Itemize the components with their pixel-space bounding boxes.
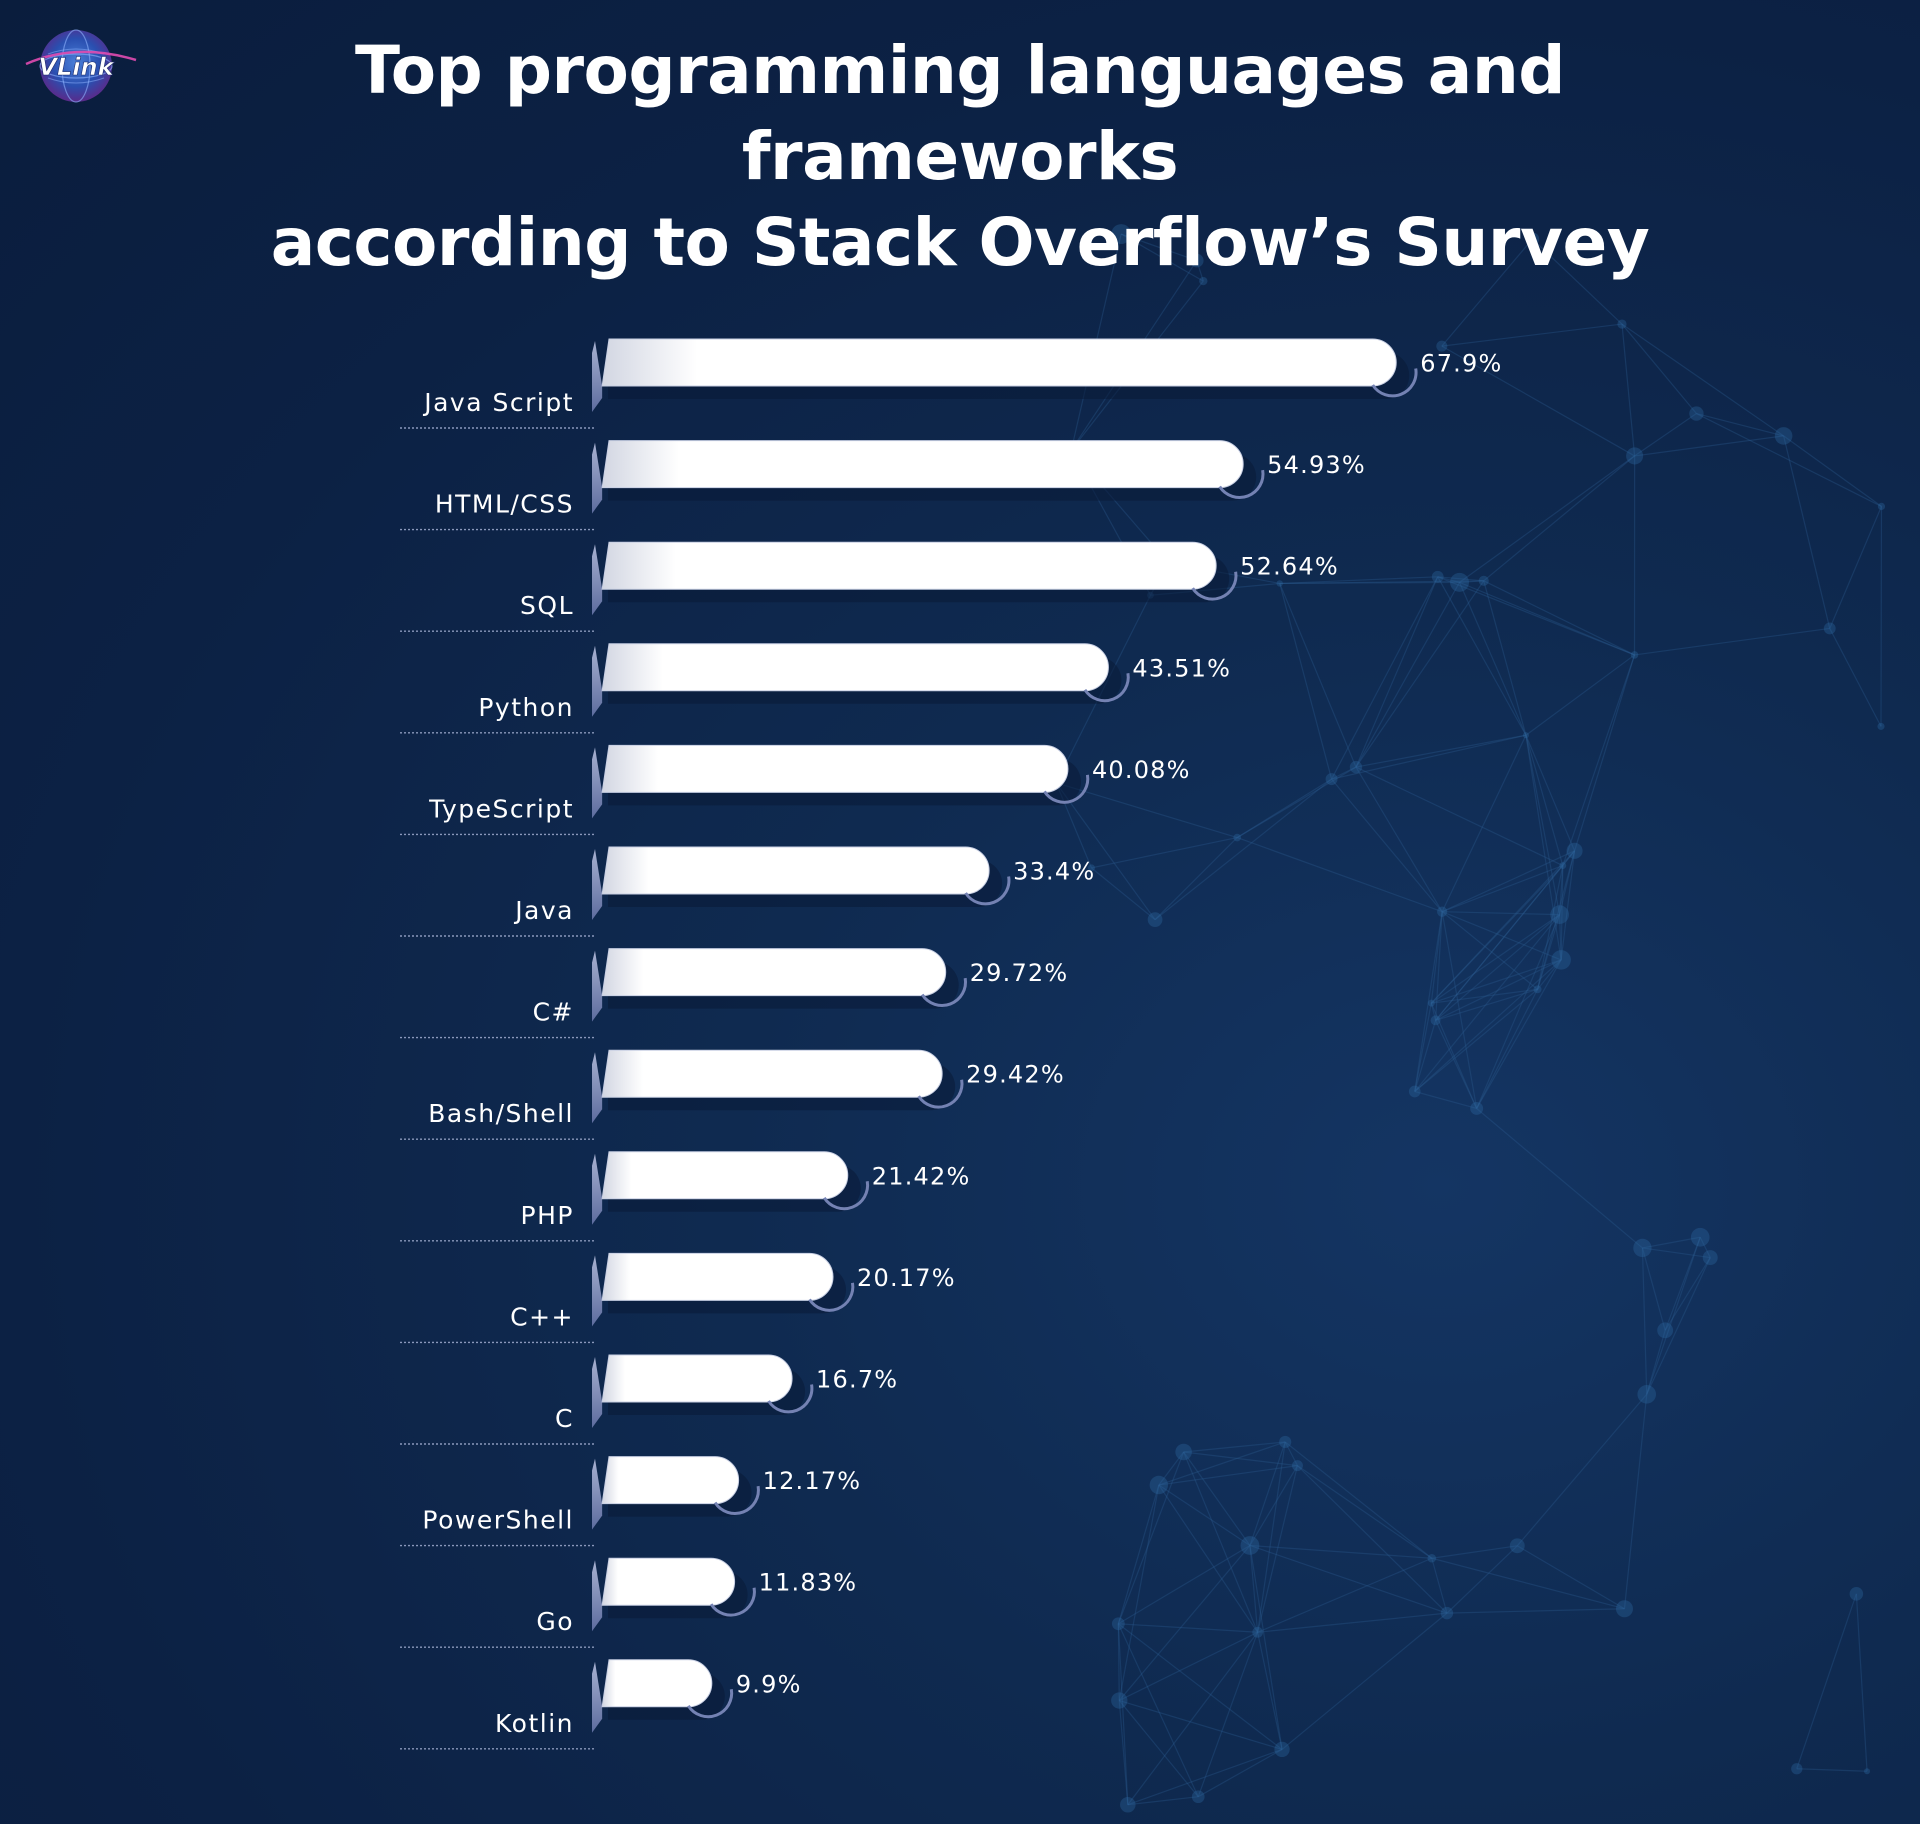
bar-edge-html-css <box>1218 469 1265 499</box>
bar-edge-kotlin <box>687 1689 734 1719</box>
bar-edge-java <box>964 876 1011 906</box>
bar-edge-powershell <box>713 1485 760 1515</box>
category-label-c: C <box>555 1404 574 1433</box>
bar-edge-php <box>822 1181 870 1211</box>
bar-java-script <box>601 338 1397 387</box>
bar-edge-go <box>709 1587 756 1617</box>
value-label-php: 21.42% <box>872 1162 971 1190</box>
bar-python <box>601 643 1109 692</box>
bar-php <box>601 1151 849 1200</box>
bar-sql <box>601 541 1217 590</box>
value-label-c: 16.7% <box>816 1366 898 1394</box>
bar-fold-go <box>592 1560 603 1632</box>
category-label-typescript: TypeScript <box>428 794 574 823</box>
bar-fold-c-plus-plus <box>592 1255 603 1327</box>
bar-fold-bash-shell <box>592 1052 603 1124</box>
bar-edge-typescript <box>1043 774 1090 804</box>
category-label-bash-shell: Bash/Shell <box>428 1099 574 1128</box>
value-label-html-css: 54.93% <box>1267 451 1366 479</box>
bar-edge-sql <box>1191 571 1238 601</box>
bar-edge-bash-shell <box>917 1079 964 1109</box>
value-label-c-sharp: 29.72% <box>970 959 1069 987</box>
chart-title: Top programming languages and frameworks… <box>150 28 1770 286</box>
chart-title-line-2: according to Stack Overflow’s Survey <box>270 204 1650 281</box>
category-label-python: Python <box>478 693 574 722</box>
vlink-logo: VLink <box>18 24 138 108</box>
bar-go <box>601 1557 736 1606</box>
value-label-c-plus-plus: 20.17% <box>857 1264 956 1292</box>
value-label-powershell: 12.17% <box>763 1467 862 1495</box>
value-label-go: 11.83% <box>759 1569 858 1597</box>
bar-edge-c-plus-plus <box>808 1282 855 1312</box>
value-label-typescript: 40.08% <box>1092 756 1191 784</box>
bar-edge-c <box>767 1384 814 1414</box>
bar-bash-shell <box>601 1049 943 1098</box>
bar-fold-java <box>592 849 603 920</box>
bar-c-sharp <box>601 948 947 997</box>
value-label-kotlin: 9.9% <box>736 1670 802 1698</box>
bar-edge-c-sharp <box>920 977 968 1007</box>
bar-c <box>601 1354 793 1403</box>
value-label-java: 33.4% <box>1013 858 1095 886</box>
bar-c-plus-plus <box>601 1252 834 1301</box>
globe-icon <box>40 30 112 102</box>
bar-powershell <box>601 1456 740 1505</box>
bar-html-css <box>601 440 1244 489</box>
bar-java <box>601 846 990 895</box>
value-label-bash-shell: 29.42% <box>966 1061 1065 1089</box>
category-label-sql: SQL <box>520 591 574 620</box>
bar-fold-c-sharp <box>592 950 603 1022</box>
category-label-c-plus-plus: C++ <box>510 1302 574 1331</box>
bar-edge-python <box>1083 673 1130 703</box>
logo-text: VLink <box>38 53 115 81</box>
category-label-kotlin: Kotlin <box>495 1709 574 1738</box>
bar-fold-sql <box>592 544 603 616</box>
category-label-java: Java <box>513 896 574 925</box>
bar-kotlin <box>601 1659 713 1708</box>
bar-typescript <box>601 744 1069 793</box>
category-label-go: Go <box>536 1607 574 1636</box>
value-label-sql: 52.64% <box>1240 553 1339 581</box>
bar-fold-php <box>592 1153 603 1225</box>
bar-fold-html-css <box>592 442 603 514</box>
category-label-html-css: HTML/CSS <box>435 490 574 519</box>
value-label-java-script: 67.9% <box>1420 350 1502 378</box>
category-label-php: PHP <box>521 1201 574 1230</box>
bar-fold-typescript <box>592 747 603 819</box>
category-label-c-sharp: C# <box>533 998 574 1027</box>
bar-fold-c <box>592 1357 603 1428</box>
bar-fold-powershell <box>592 1458 603 1530</box>
value-label-python: 43.51% <box>1132 654 1231 682</box>
bar-fold-kotlin <box>592 1661 603 1733</box>
category-label-java-script: Java Script <box>422 388 574 417</box>
bar-fold-java-script <box>592 341 603 412</box>
chart-title-line-1: Top programming languages and frameworks <box>354 32 1566 195</box>
bar-fold-python <box>592 645 603 717</box>
bar-edge-java-script <box>1371 368 1418 398</box>
category-label-powershell: PowerShell <box>422 1506 574 1535</box>
